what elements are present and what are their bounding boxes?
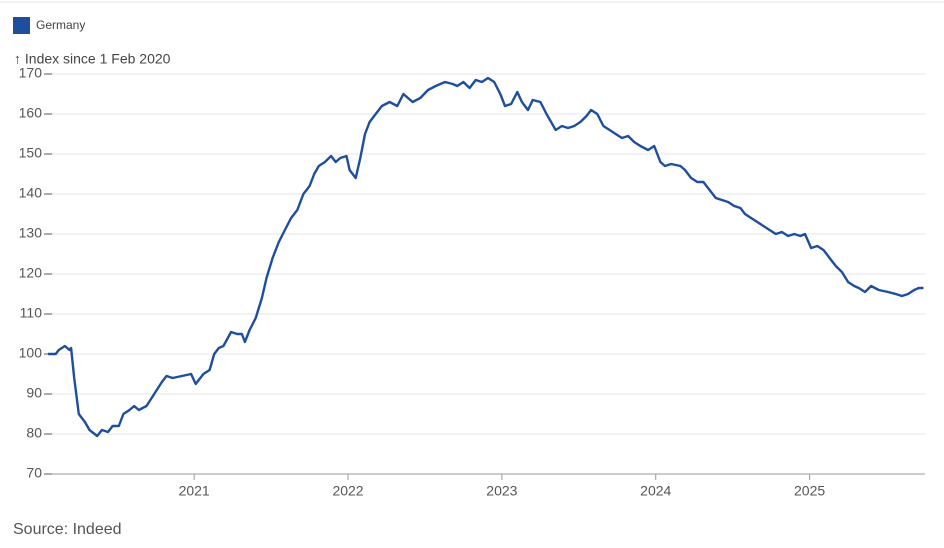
y-axis-title: ↑ Index since 1 Feb 2020 xyxy=(14,51,171,67)
y-tick-label: 170 xyxy=(19,65,43,81)
y-tick-label: 90 xyxy=(26,385,42,401)
source: Source: Indeed xyxy=(13,521,122,538)
y-tick-label: 110 xyxy=(20,305,43,321)
x-tick-label: 2024 xyxy=(640,483,671,499)
y-tick-label: 70 xyxy=(26,465,42,481)
y-tick-label: 80 xyxy=(26,425,42,441)
y-tick-label: 100 xyxy=(19,345,43,361)
y-tick-label: 120 xyxy=(19,265,43,281)
x-tick-label: 2022 xyxy=(332,483,363,499)
y-tick-label: 160 xyxy=(19,105,43,121)
y-tick-label: 150 xyxy=(19,145,43,161)
y-tick-label: 130 xyxy=(19,225,43,241)
line xyxy=(48,76,924,438)
y-tick-label: 140 xyxy=(19,185,43,201)
x-tick-label: 2021 xyxy=(179,483,210,499)
legend-label: Germany xyxy=(36,18,85,32)
x-tick-label: 2025 xyxy=(794,483,825,499)
x-tick-label: 2023 xyxy=(486,483,517,499)
legend-swatch xyxy=(13,17,30,34)
